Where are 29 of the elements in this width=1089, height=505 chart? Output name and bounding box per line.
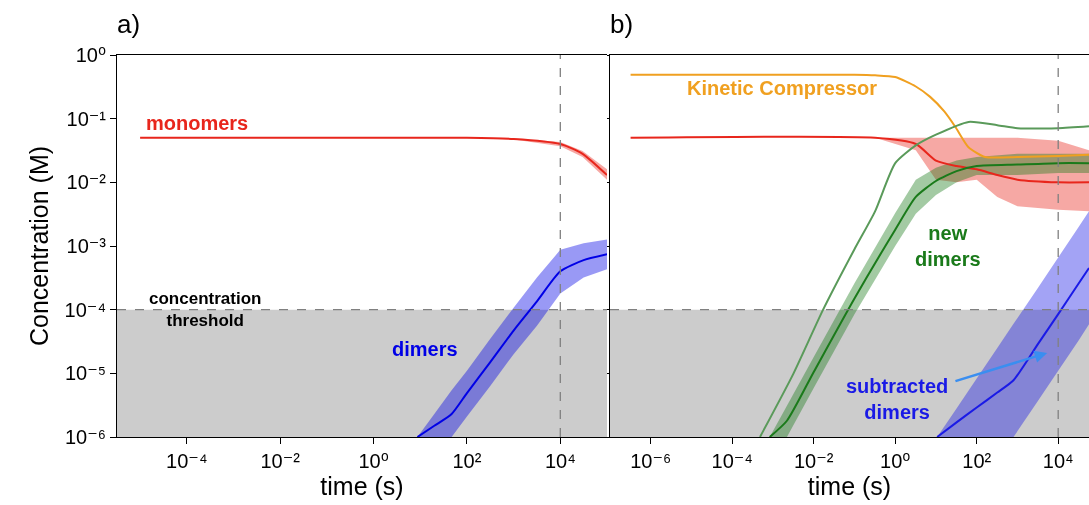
series-label: subtracted dimers xyxy=(846,375,949,423)
x-tick-label: 10⁻⁶ xyxy=(630,450,672,472)
x-axis-title: time (s) xyxy=(320,472,404,500)
chart-title: a) xyxy=(117,9,141,40)
series-label: Kinetic Compressor xyxy=(687,77,878,99)
y-tick-label: 10⁻² xyxy=(66,171,107,194)
y-tick-label: 10⁻⁴ xyxy=(64,298,106,321)
x-tick-label: 10⁻² xyxy=(260,450,301,472)
series-label: monomers xyxy=(146,112,249,134)
y-tick-label: 10⁻¹ xyxy=(66,107,107,130)
x-tick-label: 10⁴ xyxy=(544,450,576,472)
x-tick-label: 10⁻⁴ xyxy=(711,450,753,472)
x-tick-label: 10⁻² xyxy=(794,450,834,472)
x-tick-label: 10⁰ xyxy=(358,450,389,472)
x-tick-label: 10⁻⁴ xyxy=(166,450,208,472)
y-axis-title: Concentration (M) xyxy=(25,145,54,347)
x-tick-label: 10² xyxy=(962,450,992,472)
y-tick-label: 10⁻⁵ xyxy=(64,362,106,385)
y-tick-label: 10⁻⁶ xyxy=(64,426,106,448)
series-label: dimers xyxy=(392,338,458,360)
x-tick-label: 10⁰ xyxy=(880,450,911,472)
ref-line-label: concentration threshold xyxy=(149,289,262,331)
chart-title: b) xyxy=(610,9,634,40)
x-tick-label: 10⁴ xyxy=(1042,450,1074,472)
x-axis-title: time (s) xyxy=(807,472,892,500)
y-tick-label: 10⁻³ xyxy=(66,235,107,257)
series-label: new dimers xyxy=(915,222,981,270)
x-tick-label: 10² xyxy=(452,450,482,472)
y-tick-label: 10⁰ xyxy=(75,44,106,66)
